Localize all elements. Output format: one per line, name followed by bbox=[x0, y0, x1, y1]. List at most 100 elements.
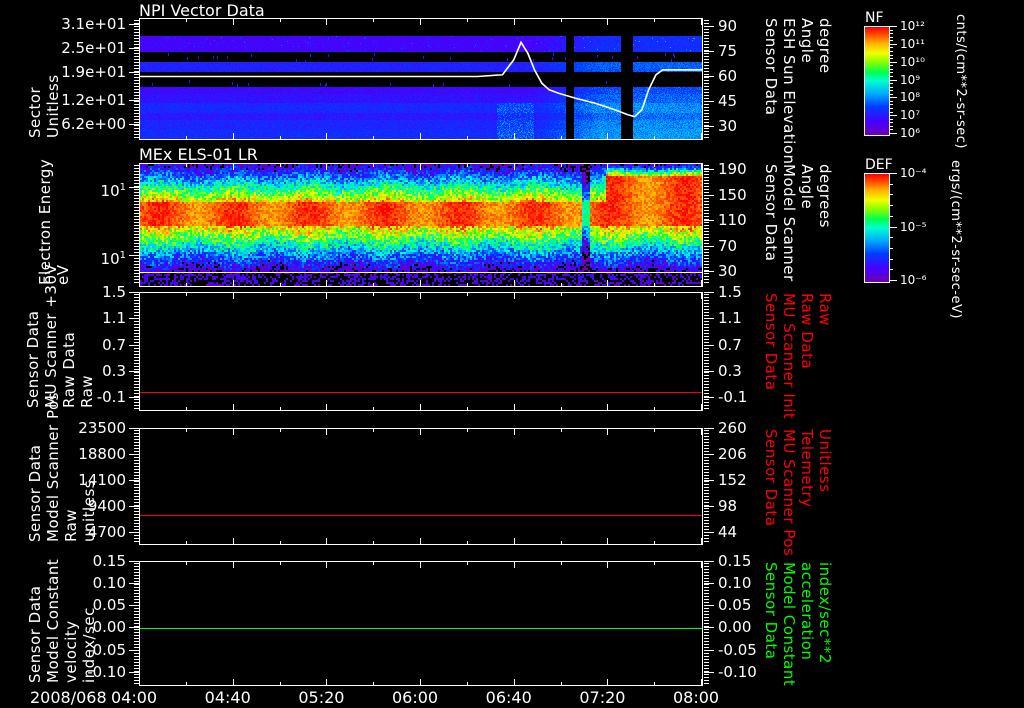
colorbar-def-units: ergs/(cm**2-sr-sec-eV) bbox=[948, 160, 963, 319]
time-axis: 2008/068 04:00 04:40 05:20 06:00 06:40 07:20 0… bbox=[0, 686, 1024, 708]
p3-yrlabs-2: 0.7 bbox=[718, 338, 742, 353]
p2-yrlabs-2: 110 bbox=[718, 213, 747, 228]
p5-yrlabs-4: -0.05 bbox=[718, 643, 757, 658]
panel-mu-scanner-30v bbox=[139, 292, 703, 411]
p4-yrlabs-4: 44 bbox=[718, 525, 737, 540]
cb2n-0: 10⁻⁴ bbox=[900, 166, 926, 180]
cb1n-4: 10⁸ bbox=[900, 90, 920, 104]
p4-right-title-line-3: Telemetry bbox=[798, 429, 816, 544]
panel-model-constant-velocity bbox=[139, 561, 703, 686]
p5-yrlabs-5: -0.10 bbox=[718, 665, 757, 680]
els-right-title-line-1: Sensor Data bbox=[762, 164, 780, 286]
p5-right-title-line-1: Sensor Data bbox=[762, 562, 780, 685]
cb1n-2: 10¹⁰ bbox=[900, 55, 925, 69]
p4-left-title-line-3: Raw bbox=[62, 432, 80, 542]
els-right-axis-title: Sensor Data Model Scanner Angle degrees bbox=[762, 164, 834, 286]
p3-left-ticks bbox=[129, 292, 139, 411]
cb1n-6: 10⁶ bbox=[900, 126, 920, 140]
p4-right-axis-title: Sensor Data MU Scanner Pos Telemetry Uni… bbox=[762, 429, 834, 544]
colorbar-nf bbox=[864, 26, 890, 136]
cb2n-2: 10⁻⁶ bbox=[900, 273, 926, 287]
p4-bottom-xticks bbox=[139, 535, 1024, 545]
p3-left-title-line-4: Raw bbox=[78, 296, 96, 408]
npi-right-title-line-1: Sensor Data bbox=[762, 18, 780, 142]
p5-left-title-line-4: index/sec bbox=[80, 565, 98, 683]
colorbar-nf-ticks bbox=[889, 26, 897, 134]
panel-model-scanner-pos bbox=[139, 428, 703, 545]
p1-ylabs-4: 6.2e+00 bbox=[61, 117, 126, 132]
els-spectrogram bbox=[140, 164, 702, 286]
p3-ylabs-1: 1.1 bbox=[102, 311, 126, 326]
time-tick-label-1: 04:40 bbox=[205, 688, 251, 707]
p1-ylabs-1: 2.5e+01 bbox=[61, 41, 126, 56]
p5-yrlabs-0: 0.15 bbox=[718, 554, 751, 569]
npi-left-title-line-1: Sector bbox=[26, 22, 44, 138]
p5-yrlabs-1: 0.10 bbox=[718, 576, 751, 591]
npi-spectrogram bbox=[140, 19, 702, 139]
colorbar-nf-units-text: cnts/(cm**2-sr-sec) bbox=[953, 14, 968, 149]
p4-right-title-line-1: Sensor Data bbox=[762, 429, 780, 544]
time-tick-label-3: 06:00 bbox=[392, 688, 438, 707]
p3-right-title-line-2: MU Scanner Init bbox=[780, 293, 798, 410]
p5-left-title-line-3: velocity bbox=[62, 565, 80, 683]
panel-els bbox=[139, 163, 703, 287]
p5-right-title-line-3: acceleration bbox=[798, 562, 816, 685]
colorbar-def-ticks bbox=[889, 173, 897, 281]
p1-ylabs-0: 3.1e+01 bbox=[61, 17, 126, 32]
p4-left-axis-title: Sensor Data Model Scanner Pos Raw unitle… bbox=[26, 432, 98, 542]
time-tick-label-5: 07:20 bbox=[579, 688, 625, 707]
p3-yrlabs-1: 1.1 bbox=[718, 311, 742, 326]
p1-ylabs-3: 1.2e+01 bbox=[61, 93, 126, 108]
p5-right-title-line-4: index/sec**2 bbox=[816, 562, 834, 685]
colorbar-def-units-text: ergs/(cm**2-sr-sec-eV) bbox=[948, 160, 963, 319]
time-tick-label-2: 05:20 bbox=[298, 688, 344, 707]
p4-left-title-line-2: Model Scanner Pos bbox=[44, 432, 62, 542]
p3-top-xticks bbox=[139, 292, 1024, 302]
p1-yrlabs-2: 60 bbox=[718, 69, 737, 84]
p3-right-axis-title: Sensor Data MU Scanner Init Raw Data Raw bbox=[762, 293, 834, 410]
p3-ylabs-4: -0.1 bbox=[97, 390, 126, 405]
p2-ylabs-0: 101 bbox=[101, 180, 126, 199]
npi-right-title-line-3: Angle bbox=[798, 18, 816, 142]
time-tick-label-4: 06:40 bbox=[486, 688, 532, 707]
p4-yrlabs-2: 152 bbox=[718, 473, 747, 488]
npi-right-ticks bbox=[704, 18, 714, 140]
els-right-title-line-4: degrees bbox=[816, 164, 834, 286]
p4-yrlabs-3: 98 bbox=[718, 499, 737, 514]
p5-left-title-line-2: Model Constant bbox=[44, 565, 62, 683]
npi-right-title-line-4: degree bbox=[816, 18, 834, 142]
p5-right-title-line-2: Model Constant bbox=[780, 562, 798, 685]
p3-ylabs-0: 1.5 bbox=[102, 285, 126, 300]
time-tick-label-0: 04:00 bbox=[111, 688, 157, 707]
time-axis-date-label: 2008/068 bbox=[30, 688, 107, 707]
els-right-title-line-2: Model Scanner bbox=[780, 164, 798, 286]
npi-left-title-line-2: Unitless bbox=[44, 22, 62, 138]
model-constant-acceleration-line bbox=[140, 628, 702, 629]
p5-left-ticks bbox=[129, 561, 139, 686]
p4-right-ticks bbox=[704, 428, 714, 545]
p4-left-ticks bbox=[129, 428, 139, 545]
p4-right-title-line-4: Unitless bbox=[816, 429, 834, 544]
p4-left-title-line-4: unitless bbox=[80, 432, 98, 542]
p1-yrlabs-0: 90 bbox=[718, 19, 737, 34]
p2-ylabs-1: 101 bbox=[101, 248, 126, 267]
p3-yrlabs-3: 0.3 bbox=[718, 364, 742, 379]
p2-yrlabs-4: 30 bbox=[718, 264, 737, 279]
p1-ylabs-2: 1.9e+01 bbox=[61, 65, 126, 80]
npi-left-axis-title: Sector Unitless bbox=[26, 22, 62, 138]
p5-right-ticks bbox=[704, 561, 714, 686]
cb2n-1: 10⁻⁵ bbox=[900, 220, 926, 234]
cb1n-1: 10¹¹ bbox=[900, 37, 925, 51]
p3-ylabs-3: 0.3 bbox=[102, 364, 126, 379]
p5-yrlabs-3: 0.00 bbox=[718, 620, 751, 635]
p5-left-axis-title: Sensor Data Model Constant velocity inde… bbox=[26, 565, 98, 683]
p3-bottom-xticks bbox=[139, 401, 1024, 411]
colorbar-nf-label: NF bbox=[865, 10, 884, 26]
mu-scanner-init-line bbox=[140, 392, 702, 393]
p2-yrlabs-3: 70 bbox=[718, 239, 737, 254]
npi-left-ticks bbox=[129, 18, 139, 140]
p4-left-title-line-1: Sensor Data bbox=[26, 432, 44, 542]
p3-ylabs-2: 0.7 bbox=[102, 338, 126, 353]
p4-yrlabs-1: 206 bbox=[718, 447, 747, 462]
npi-right-title-line-2: ESH Sun Elevation bbox=[780, 18, 798, 142]
